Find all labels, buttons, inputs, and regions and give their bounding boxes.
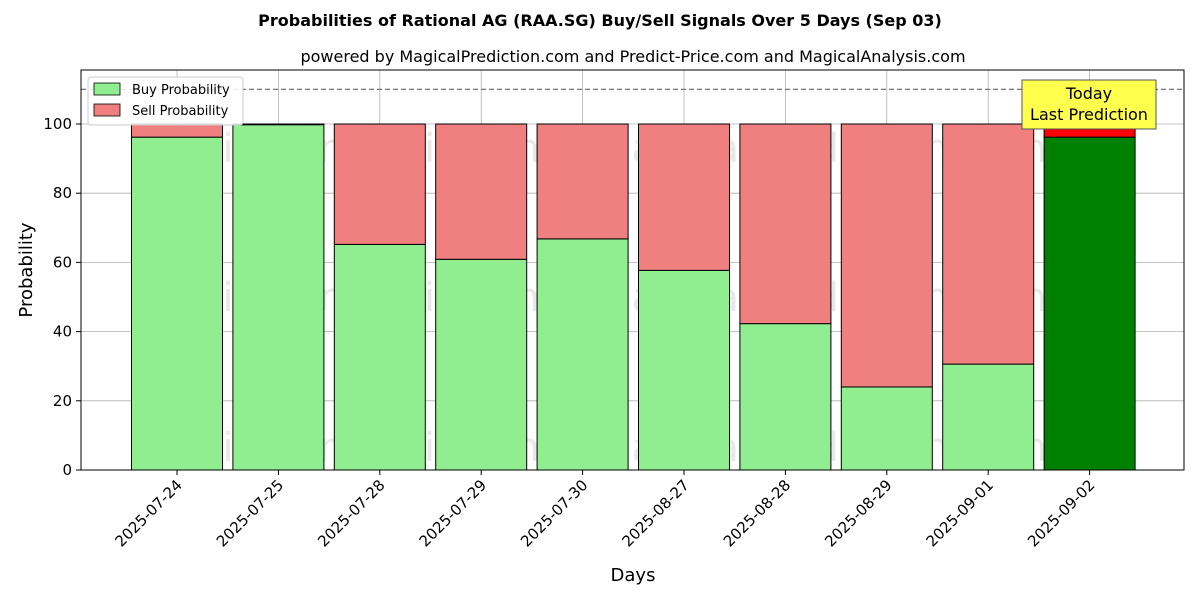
chart-subtitle: powered by MagicalPrediction.com and Pre…	[300, 47, 965, 66]
legend-label-sell: Sell Probability	[132, 104, 229, 119]
today-annotation-box	[1021, 79, 1157, 130]
chart-title: Probabilities of Rational AG (RAA.SG) Bu…	[258, 11, 942, 30]
plot-frame	[80, 69, 1185, 471]
legend-box	[87, 76, 244, 126]
bar-buy	[435, 258, 528, 471]
legend-swatch-buy	[93, 82, 121, 96]
today-annotation-line1: Today	[1065, 84, 1112, 103]
bar-sell	[536, 123, 629, 240]
x-axis-label: Days	[611, 565, 656, 586]
bar-sell	[232, 123, 325, 126]
bar-sell	[435, 123, 528, 260]
x-tick-label: 2025-09-01	[923, 476, 997, 550]
bar-buy	[131, 136, 223, 471]
bars	[131, 123, 1136, 471]
x-tick-label: 2025-09-02	[1024, 476, 1098, 550]
bar-buy	[942, 363, 1035, 471]
bar-buy	[232, 124, 325, 471]
today-annotation-line2: Last Prediction	[1030, 105, 1148, 124]
legend-swatch-sell	[93, 103, 121, 117]
y-tick-label: 0	[62, 461, 72, 479]
legend-label-buy: Buy Probability	[132, 83, 230, 98]
bar-sell	[638, 123, 730, 271]
legend: Buy Probability Sell Probability	[87, 76, 244, 126]
y-tick-label: 60	[53, 253, 72, 271]
y-tick-label: 80	[53, 184, 72, 202]
bar-buy	[638, 269, 730, 471]
bar-buy	[739, 323, 832, 471]
x-tick-label: 2025-07-28	[314, 476, 388, 550]
bar-sell	[942, 123, 1035, 365]
y-axis-ticks: 0 20 40 60 80 100	[43, 115, 81, 479]
x-tick-label: 2025-08-29	[821, 476, 895, 550]
bar-buy	[536, 238, 629, 471]
y-tick-label: 100	[43, 115, 72, 133]
y-tick-label: 40	[53, 323, 72, 341]
bar-sell	[739, 123, 832, 325]
y-tick-label: 20	[53, 392, 72, 410]
x-tick-label: 2025-07-24	[111, 476, 185, 550]
x-tick-label: 2025-07-29	[416, 476, 490, 550]
x-tick-label: 2025-07-25	[213, 476, 287, 550]
x-axis-ticks: 2025-07-24 2025-07-25 2025-07-28 2025-07-29…	[111, 470, 1098, 550]
bar-sell	[840, 123, 933, 388]
bar-sell	[333, 123, 426, 245]
bar-sell	[131, 123, 223, 138]
bar-buy	[333, 243, 426, 471]
x-tick-label: 2025-07-30	[517, 476, 591, 550]
bar-buy	[1043, 136, 1136, 471]
x-tick-label: 2025-08-28	[720, 476, 794, 550]
y-axis-label: Probability	[16, 222, 37, 317]
x-tick-label: 2025-08-27	[618, 476, 692, 550]
today-annotation: Today Last Prediction	[1021, 79, 1157, 130]
bar-buy	[840, 386, 933, 471]
